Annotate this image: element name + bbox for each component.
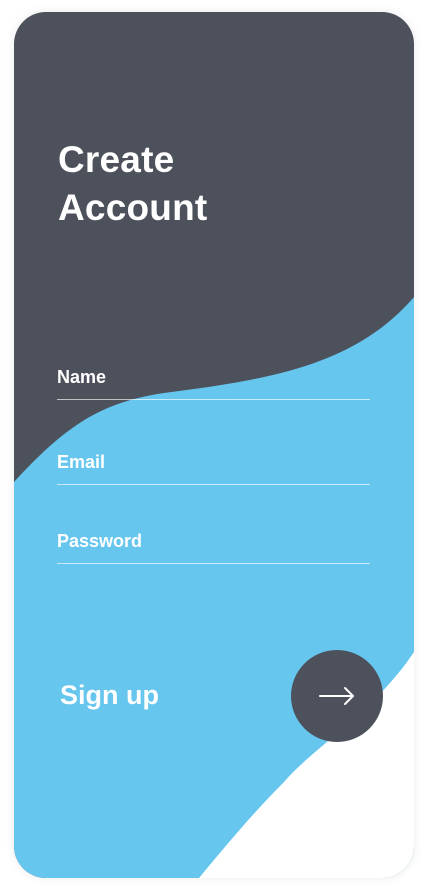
page-title: Create Account [58,136,207,232]
password-input[interactable] [57,531,370,565]
name-input[interactable] [57,367,370,401]
email-field[interactable]: Email [57,452,370,486]
name-field[interactable]: Name [57,367,370,401]
title-line-2: Account [58,187,208,228]
white-wave [199,652,414,878]
signup-screen: Create Account Name Email Password Sign … [14,12,414,878]
email-input[interactable] [57,452,370,486]
signup-submit-button[interactable] [291,650,383,742]
title-line-1: Create [58,139,175,180]
arrow-right-icon [319,687,354,705]
signup-label: Sign up [60,680,159,710]
password-field[interactable]: Password [57,531,370,565]
